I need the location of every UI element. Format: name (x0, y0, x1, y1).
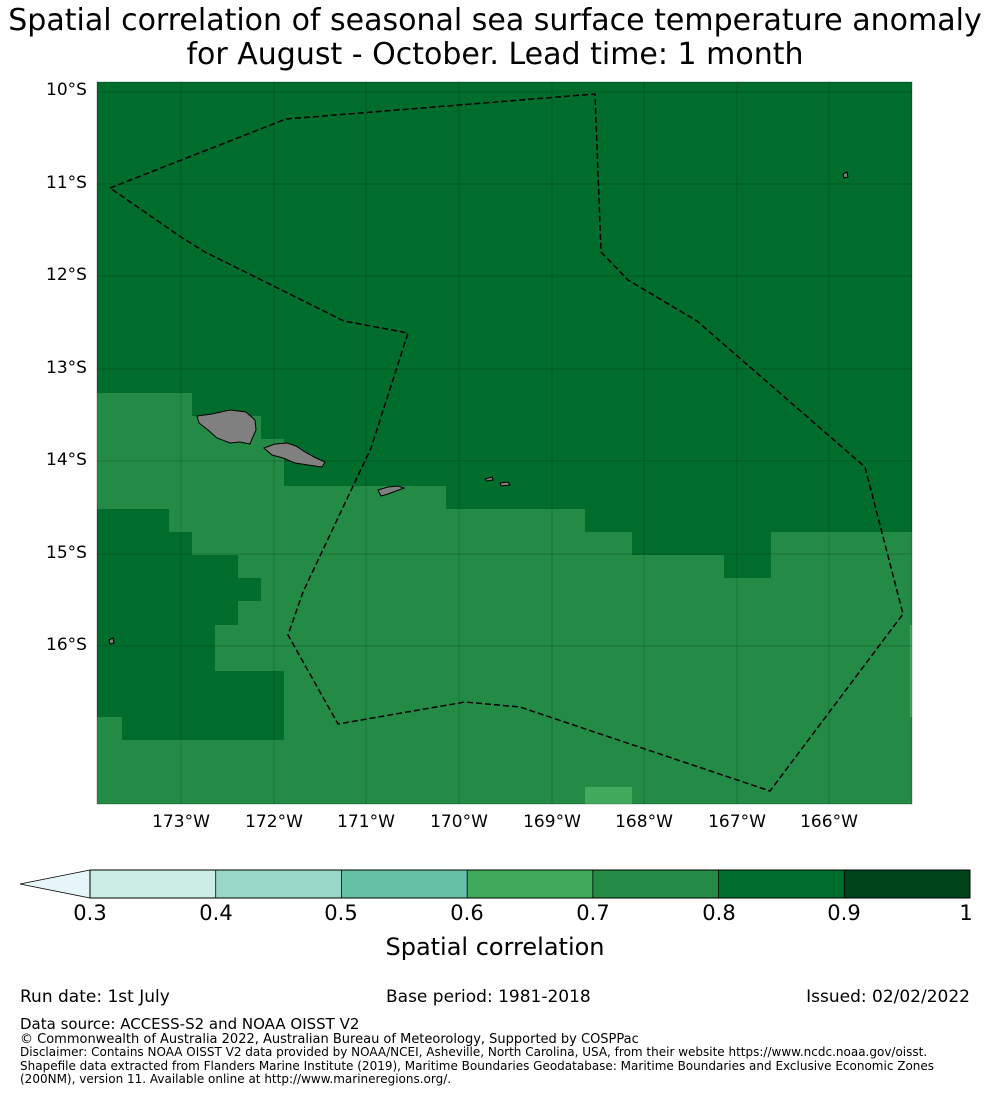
colorbar-cell (90, 870, 217, 898)
run-date: Run date: 1st July (20, 987, 170, 1007)
lon-label-170w: 170°W (430, 812, 488, 832)
lat-label-15s: 15°S (46, 543, 87, 563)
colorbar-cell (341, 870, 468, 898)
lon-label-167w: 167°W (708, 812, 766, 832)
colorbar-tick: 0.4 (199, 901, 233, 925)
colorbar-tick: 0.9 (827, 901, 861, 925)
land-islands (108, 171, 849, 645)
savaii-island (196, 409, 257, 445)
lat-label-10s: 10°S (46, 80, 87, 100)
colorbar-cell (467, 870, 594, 898)
gridlines (97, 82, 912, 804)
colorbar-tick: 0.6 (450, 901, 484, 925)
colorbar-cell (592, 870, 720, 898)
lon-label-172w: 172°W (245, 812, 303, 832)
issued-date: Issued: 02/02/2022 (806, 987, 970, 1007)
title-line-1: Spatial correlation of seasonal sea surf… (8, 3, 982, 38)
rose-atoll (108, 637, 115, 645)
lat-label-13s: 13°S (46, 358, 87, 378)
lon-label-166w: 166°W (800, 812, 858, 832)
colorbar-cell (215, 870, 342, 898)
manua-islands (484, 476, 511, 487)
colorbar-tick: 0.3 (73, 901, 107, 925)
lon-label-171w: 171°W (337, 812, 395, 832)
lon-label-168w: 168°W (615, 812, 673, 832)
tutuila-island (377, 485, 406, 497)
colorbar-extend-triangle (19, 869, 91, 899)
map-title: Spatial correlation of seasonal sea surf… (0, 4, 990, 72)
lon-label-173w: 173°W (152, 812, 210, 832)
disclaimer: Disclaimer: Contains NOAA OISST V2 data … (20, 1045, 935, 1087)
copyright-notice: © Commonwealth of Australia 2022, Austra… (20, 1032, 639, 1047)
data-source: Data source: ACCESS-S2 and NOAA OISST V2 (20, 1015, 360, 1033)
correlation-region-0.7-0.8 (97, 393, 912, 804)
lon-label-169w: 169°W (523, 812, 581, 832)
title-line-2: for August - October. Lead time: 1 month (186, 37, 804, 72)
lat-label-16s: 16°S (46, 635, 87, 655)
colorbar-cell (844, 870, 971, 898)
colorbar-tick: 1 (959, 901, 973, 925)
colorbar-cell (718, 870, 845, 898)
lat-label-14s: 14°S (46, 450, 87, 470)
correlation-map (96, 81, 913, 805)
swains-island (842, 171, 849, 179)
correlation-patches-0.8-0.9 (97, 509, 284, 740)
colorbar-tick: 0.7 (576, 901, 610, 925)
colorbar-tick: 0.5 (324, 901, 358, 925)
colorbar-label: Spatial correlation (385, 933, 605, 961)
base-period: Base period: 1981-2018 (386, 987, 591, 1007)
correlation-patches-0.6-0.7 (585, 625, 912, 804)
colorbar-outline (89, 869, 971, 899)
colorbar (19, 869, 971, 899)
colorbar-tick: 0.8 (702, 901, 736, 925)
lat-label-12s: 12°S (46, 265, 87, 285)
lat-label-11s: 11°S (46, 173, 87, 193)
map-frame (96, 81, 913, 805)
upolu-island (263, 442, 326, 468)
